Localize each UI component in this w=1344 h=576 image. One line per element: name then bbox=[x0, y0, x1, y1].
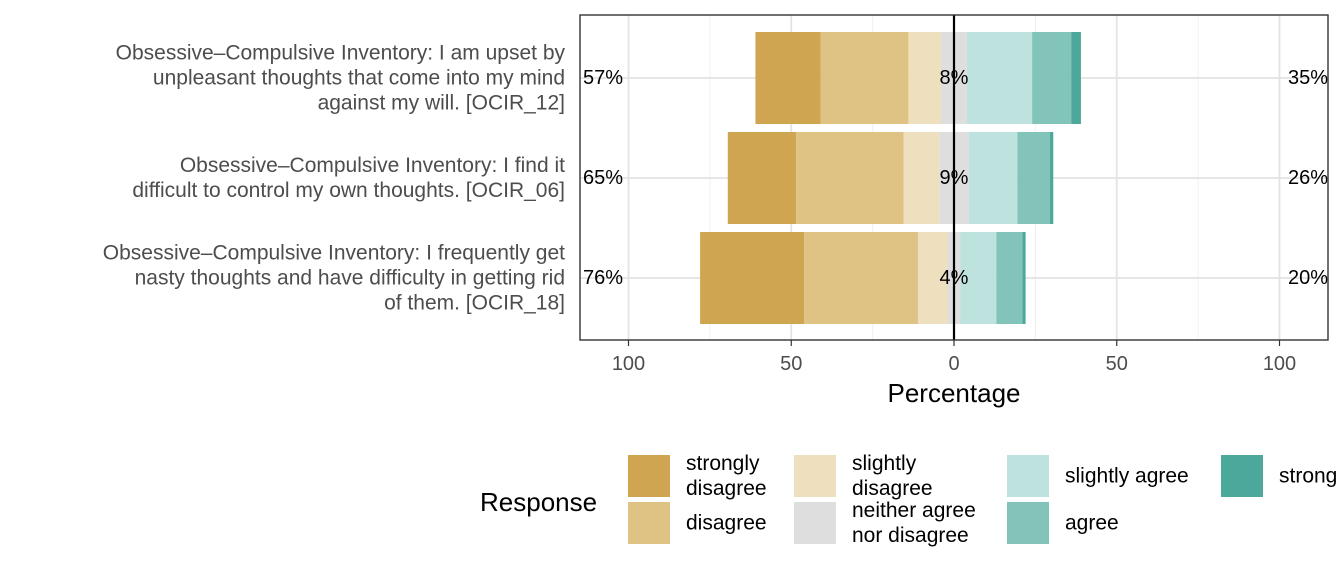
bar-segment bbox=[820, 32, 909, 124]
legend-label-line: neither agree bbox=[852, 499, 976, 522]
y-axis-label-line: Obsessive–Compulsive Inventory: I am ups… bbox=[116, 42, 566, 65]
bar-segment bbox=[996, 232, 1023, 324]
bar-segment bbox=[727, 132, 797, 224]
y-axis-label-line: against my will. [OCIR_12] bbox=[318, 92, 565, 115]
x-tick-label: 50 bbox=[780, 353, 802, 375]
left-percent-label: 65% bbox=[583, 167, 623, 189]
x-tick-label: 100 bbox=[1263, 353, 1296, 375]
x-axis-label: Percentage bbox=[888, 378, 1021, 408]
legend-key bbox=[1221, 455, 1263, 497]
x-tick-label: 0 bbox=[948, 353, 959, 375]
bar-segment bbox=[804, 232, 919, 324]
legend-key bbox=[1007, 455, 1049, 497]
bar-segment bbox=[1032, 32, 1072, 124]
legend-key bbox=[794, 455, 836, 497]
legend-key bbox=[794, 502, 836, 544]
legend-label-line: strongly bbox=[686, 452, 760, 475]
bar-segment bbox=[700, 232, 805, 324]
legend-label-line: disagree bbox=[686, 512, 767, 535]
bar-segment bbox=[1071, 32, 1081, 124]
bar-segment bbox=[1050, 132, 1054, 224]
bars bbox=[700, 32, 1081, 324]
legend-title: Response bbox=[480, 487, 597, 517]
legend-key bbox=[628, 455, 670, 497]
legend-label-line: slightly agree bbox=[1065, 465, 1189, 488]
bar-segment bbox=[967, 32, 1033, 124]
y-axis-label-line: nasty thoughts and have difficulty in ge… bbox=[135, 267, 565, 290]
legend-label-line: disagree bbox=[686, 477, 767, 500]
legend-key bbox=[1007, 502, 1049, 544]
bar-segment bbox=[755, 32, 821, 124]
bar-segment bbox=[1022, 232, 1026, 324]
x-tick-label: 100 bbox=[612, 353, 645, 375]
y-axis-label-line: unpleasant thoughts that come into my mi… bbox=[153, 67, 565, 90]
legend-label-line: slightly bbox=[852, 452, 917, 475]
bar-segment bbox=[968, 132, 1018, 224]
legend-label-line: strong bbox=[1279, 465, 1337, 488]
right-percent-label: 35% bbox=[1288, 67, 1328, 89]
y-axis-labels: Obsessive–Compulsive Inventory: I am ups… bbox=[103, 42, 566, 315]
bar-segment bbox=[1017, 132, 1051, 224]
legend-label-line: agree bbox=[1065, 512, 1119, 535]
bar-segment bbox=[960, 232, 997, 324]
bar-segment bbox=[903, 132, 940, 224]
bar-segment bbox=[908, 32, 941, 124]
left-percent-label: 76% bbox=[583, 267, 623, 289]
y-axis-label-line: of them. [OCIR_18] bbox=[384, 292, 565, 315]
bar-segment bbox=[918, 232, 948, 324]
left-percent-label: 57% bbox=[583, 67, 623, 89]
legend: stronglydisagreedisagreeslightlydisagree… bbox=[628, 452, 1337, 547]
y-axis-label-line: Obsessive–Compulsive Inventory: I find i… bbox=[180, 154, 565, 177]
legend-label-line: disagree bbox=[852, 477, 933, 500]
x-tick-label: 50 bbox=[1106, 353, 1128, 375]
legend-label-line: nor disagree bbox=[852, 524, 969, 547]
right-percent-label: 26% bbox=[1288, 167, 1328, 189]
right-percent-label: 20% bbox=[1288, 267, 1328, 289]
y-axis-label-line: difficult to control my own thoughts. [O… bbox=[132, 179, 565, 202]
bar-segment bbox=[796, 132, 904, 224]
legend-key bbox=[628, 502, 670, 544]
x-axis-ticks: 100 50 0 50 100 bbox=[612, 340, 1296, 375]
y-axis-label-line: Obsessive–Compulsive Inventory: I freque… bbox=[103, 242, 565, 265]
